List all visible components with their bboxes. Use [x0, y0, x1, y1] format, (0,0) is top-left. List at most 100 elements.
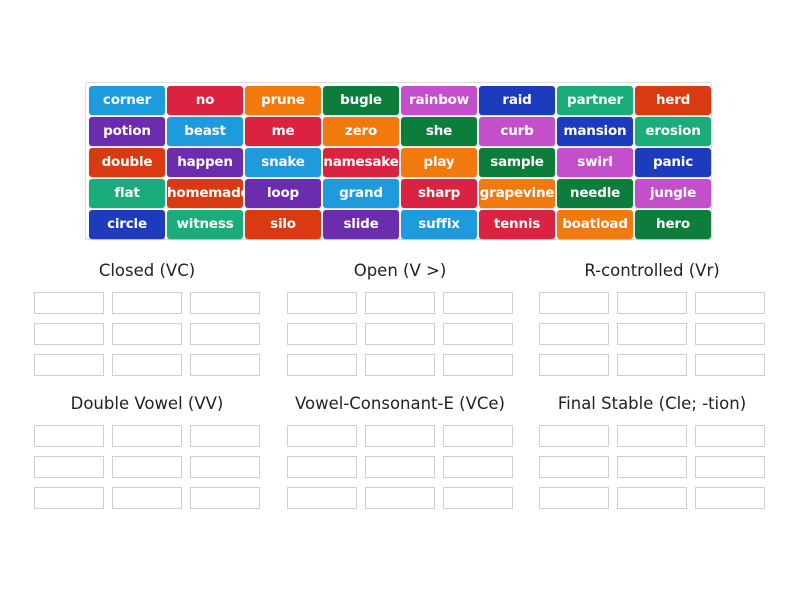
drop-slot[interactable] — [695, 323, 765, 345]
word-tile[interactable]: panic — [635, 148, 711, 177]
drop-slot[interactable] — [443, 292, 513, 314]
drop-slot[interactable] — [617, 323, 687, 345]
word-tile[interactable]: hero — [635, 210, 711, 239]
drop-slot[interactable] — [695, 425, 765, 447]
drop-slot[interactable] — [287, 354, 357, 376]
drop-slot[interactable] — [112, 323, 182, 345]
drop-slot[interactable] — [617, 292, 687, 314]
drop-slot[interactable] — [287, 487, 357, 509]
word-tile[interactable]: corner — [89, 86, 165, 115]
drop-slot[interactable] — [365, 323, 435, 345]
word-tile[interactable]: rainbow — [401, 86, 477, 115]
drop-slot[interactable] — [539, 425, 609, 447]
drop-slot[interactable] — [112, 354, 182, 376]
drop-slot[interactable] — [539, 323, 609, 345]
drop-slot[interactable] — [443, 354, 513, 376]
word-tile[interactable]: sharp — [401, 179, 477, 208]
group-title: Closed (VC) — [98, 261, 196, 280]
word-tile[interactable]: needle — [557, 179, 633, 208]
word-tile[interactable]: sample — [479, 148, 555, 177]
word-tile[interactable]: homemade — [167, 179, 243, 208]
group-title: Double Vowel (VV) — [70, 394, 224, 413]
word-tile[interactable]: happen — [167, 148, 243, 177]
drop-slot[interactable] — [695, 456, 765, 478]
word-tile[interactable]: beast — [167, 117, 243, 146]
word-tile[interactable]: slide — [323, 210, 399, 239]
word-tile[interactable]: raid — [479, 86, 555, 115]
drop-slot[interactable] — [365, 425, 435, 447]
word-tile[interactable]: loop — [245, 179, 321, 208]
word-tile[interactable]: erosion — [635, 117, 711, 146]
drop-slot[interactable] — [365, 456, 435, 478]
word-tile[interactable]: me — [245, 117, 321, 146]
group-title: Vowel-Consonant-E (VCe) — [294, 394, 505, 413]
word-tile[interactable]: tennis — [479, 210, 555, 239]
word-tile[interactable]: bugle — [323, 86, 399, 115]
drop-slot[interactable] — [34, 354, 104, 376]
word-tile[interactable]: grapevine — [479, 179, 555, 208]
word-tile[interactable]: partner — [557, 86, 633, 115]
word-tile[interactable]: flat — [89, 179, 165, 208]
drop-slot[interactable] — [539, 292, 609, 314]
word-tile[interactable]: witness — [167, 210, 243, 239]
word-tile[interactable]: boatload — [557, 210, 633, 239]
drop-slot[interactable] — [112, 487, 182, 509]
drop-slot[interactable] — [112, 456, 182, 478]
drop-slot[interactable] — [112, 292, 182, 314]
drop-slot[interactable] — [112, 425, 182, 447]
drop-slot[interactable] — [365, 292, 435, 314]
drop-slot[interactable] — [34, 323, 104, 345]
drop-slot[interactable] — [617, 425, 687, 447]
drop-slot[interactable] — [190, 292, 260, 314]
group-title: Final Stable (Cle; -tion) — [557, 394, 747, 413]
word-tile[interactable]: play — [401, 148, 477, 177]
drop-slot[interactable] — [190, 323, 260, 345]
drop-slot[interactable] — [190, 487, 260, 509]
drop-slot[interactable] — [617, 487, 687, 509]
drop-slot[interactable] — [287, 323, 357, 345]
word-tile[interactable]: zero — [323, 117, 399, 146]
drop-slot[interactable] — [190, 456, 260, 478]
drop-slot[interactable] — [190, 425, 260, 447]
word-tile[interactable]: silo — [245, 210, 321, 239]
word-tile[interactable]: curb — [479, 117, 555, 146]
word-tile[interactable]: suffix — [401, 210, 477, 239]
drop-slot[interactable] — [443, 425, 513, 447]
drop-slot[interactable] — [539, 487, 609, 509]
drop-slot[interactable] — [443, 456, 513, 478]
drop-slot[interactable] — [617, 456, 687, 478]
drop-slot[interactable] — [539, 354, 609, 376]
drop-slot[interactable] — [287, 425, 357, 447]
drop-slot[interactable] — [365, 487, 435, 509]
word-tile[interactable]: namesake — [323, 148, 399, 177]
word-tile[interactable]: snake — [245, 148, 321, 177]
drop-slot[interactable] — [695, 354, 765, 376]
word-tile[interactable]: jungle — [635, 179, 711, 208]
word-tile[interactable]: double — [89, 148, 165, 177]
group-title: Open (V >) — [353, 261, 447, 280]
drop-slot[interactable] — [34, 456, 104, 478]
word-tile[interactable]: she — [401, 117, 477, 146]
word-tile[interactable]: grand — [323, 179, 399, 208]
drop-slot[interactable] — [617, 354, 687, 376]
drop-slot[interactable] — [695, 292, 765, 314]
word-tile[interactable]: no — [167, 86, 243, 115]
word-tile[interactable]: mansion — [557, 117, 633, 146]
drop-slot[interactable] — [34, 292, 104, 314]
word-tile[interactable]: potion — [89, 117, 165, 146]
drop-slot[interactable] — [365, 354, 435, 376]
drop-slot[interactable] — [34, 425, 104, 447]
drop-slot[interactable] — [539, 456, 609, 478]
word-tile[interactable]: swirl — [557, 148, 633, 177]
drop-slot[interactable] — [443, 323, 513, 345]
word-tile[interactable]: prune — [245, 86, 321, 115]
group-title: R-controlled (Vr) — [584, 261, 720, 280]
drop-slot[interactable] — [34, 487, 104, 509]
drop-slot[interactable] — [695, 487, 765, 509]
drop-slot[interactable] — [443, 487, 513, 509]
word-tile[interactable]: herd — [635, 86, 711, 115]
word-tile[interactable]: circle — [89, 210, 165, 239]
drop-slot[interactable] — [287, 456, 357, 478]
drop-slot[interactable] — [287, 292, 357, 314]
drop-slot[interactable] — [190, 354, 260, 376]
